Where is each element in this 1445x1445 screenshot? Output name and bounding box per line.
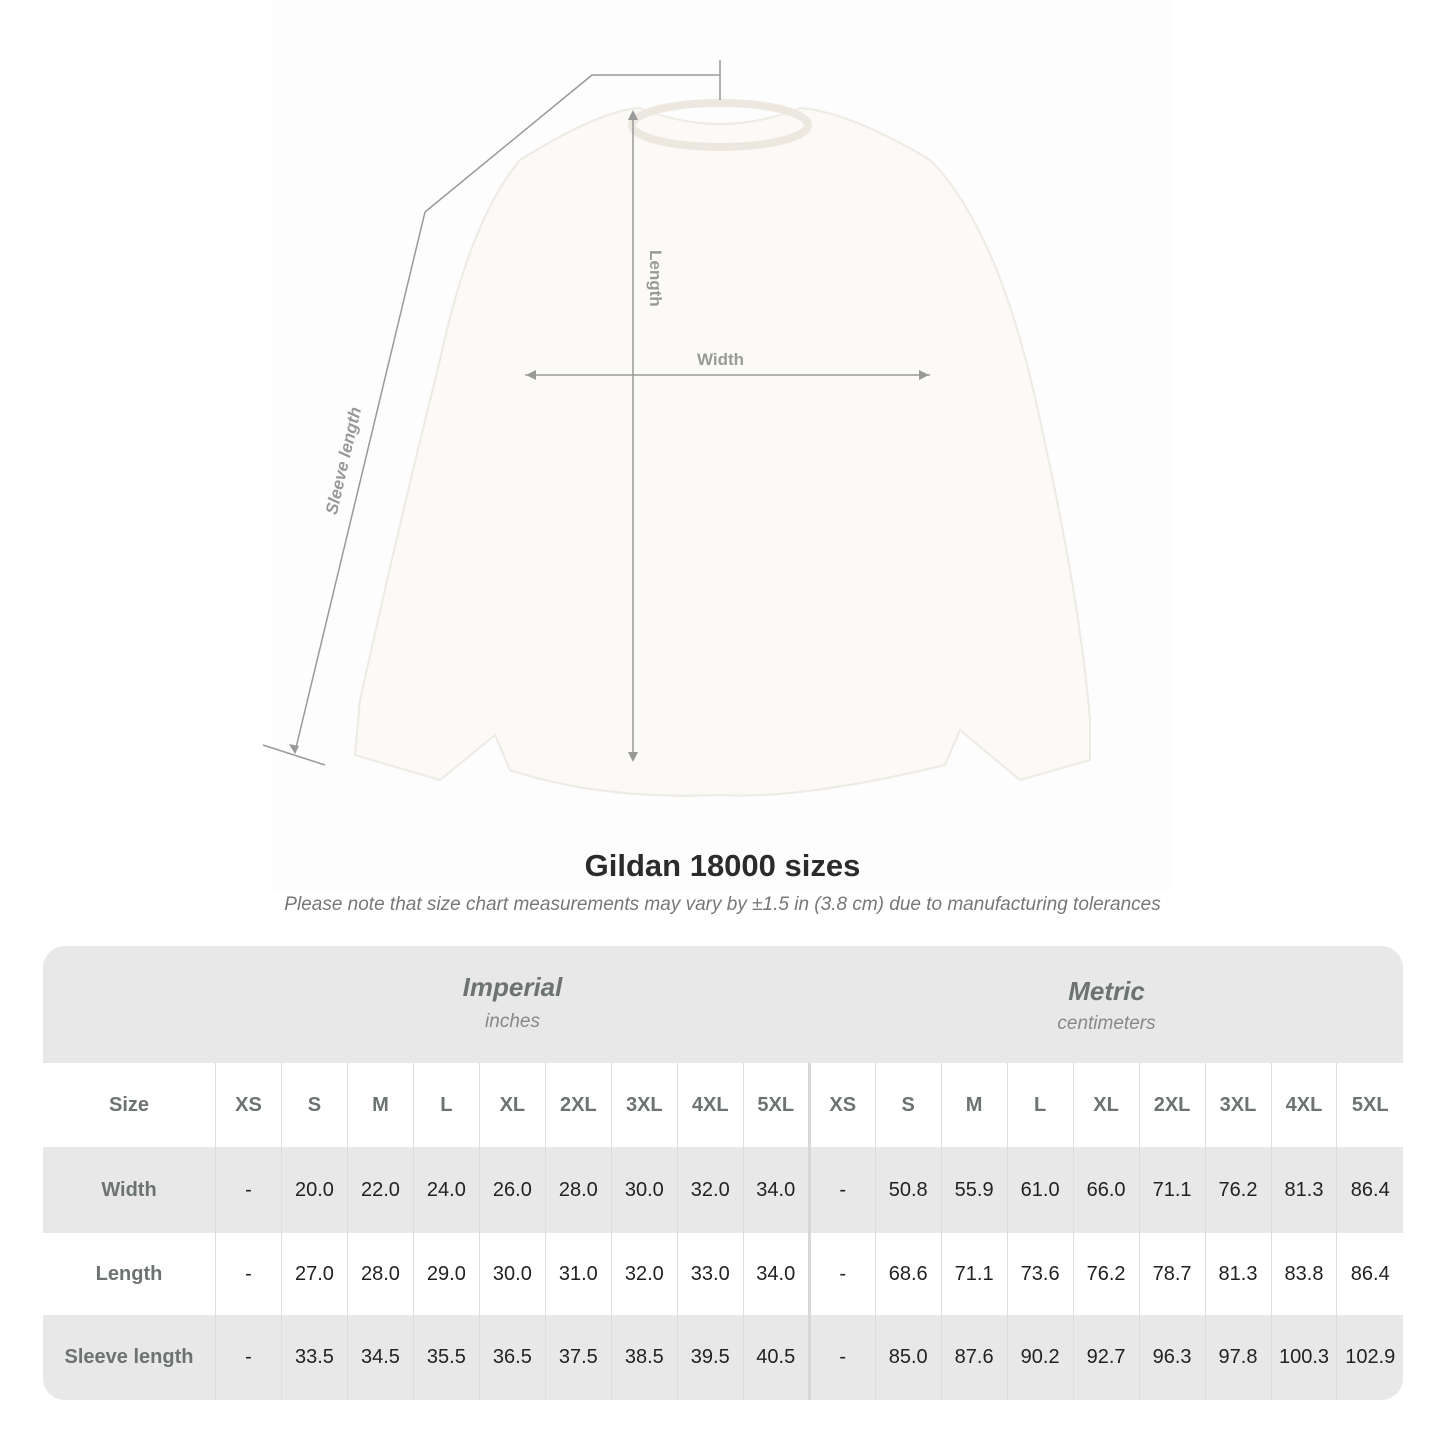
metric-value: 73.6 xyxy=(1006,1233,1074,1315)
size-header: Size xyxy=(43,1063,216,1147)
metric-value: 90.2 xyxy=(1006,1315,1074,1400)
row-label: Width xyxy=(43,1147,216,1233)
imperial-value: 33.0 xyxy=(676,1233,744,1315)
metric-size-l: L xyxy=(1006,1063,1074,1147)
metric-value: 68.6 xyxy=(874,1233,942,1315)
metric-value: - xyxy=(807,1233,876,1315)
metric-unit: centimeters xyxy=(1057,1013,1156,1034)
row-label: Sleeve length xyxy=(43,1315,216,1400)
metric-value: 76.2 xyxy=(1204,1147,1271,1233)
imperial-value: 32.0 xyxy=(610,1233,678,1315)
imperial-value: 33.5 xyxy=(280,1315,348,1400)
imperial-value: 22.0 xyxy=(346,1147,414,1233)
imperial-size-xs: XS xyxy=(215,1063,282,1147)
metric-value: 71.1 xyxy=(940,1233,1008,1315)
sweatshirt-illustration xyxy=(353,106,1091,797)
metric-size-2xl: 2XL xyxy=(1138,1063,1206,1147)
collar xyxy=(628,99,812,151)
imperial-value: - xyxy=(215,1315,282,1400)
measurement-lines xyxy=(262,60,930,766)
metric-value: 97.8 xyxy=(1204,1315,1271,1400)
imperial-value: 29.0 xyxy=(412,1233,480,1315)
metric-value: 61.0 xyxy=(1006,1147,1074,1233)
metric-value: 102.9 xyxy=(1336,1315,1403,1400)
page-title: Gildan 18000 sizes xyxy=(584,848,861,883)
imperial-value: 20.0 xyxy=(280,1147,348,1233)
imperial-value: 32.0 xyxy=(676,1147,744,1233)
tolerance-note: Please note that size chart measurements… xyxy=(284,894,1161,915)
metric-value: 66.0 xyxy=(1072,1147,1140,1233)
size-table: Size XS S M L XL 2XL 3XL 4XL 5XL XS S M L XL 2XL 3XL 4XL 5… xyxy=(43,1063,1403,1400)
imperial-value: 34.0 xyxy=(742,1233,810,1315)
imperial-size-s: S xyxy=(280,1063,348,1147)
table-row: Sleeve length -33.5 34.5 35.5 36.5 37.5 38.5 39… xyxy=(43,1315,1403,1400)
metric-value: 92.7 xyxy=(1072,1315,1140,1400)
imperial-value: 40.5 xyxy=(742,1315,810,1400)
metric-value: 55.9 xyxy=(940,1147,1008,1233)
metric-value: 83.8 xyxy=(1270,1233,1337,1315)
row-label: Length xyxy=(43,1233,216,1315)
metric-header: Metric centimeters xyxy=(810,946,1403,1063)
metric-value: 71.1 xyxy=(1138,1147,1206,1233)
metric-title: Metric xyxy=(1068,976,1145,1006)
metric-value: 81.3 xyxy=(1204,1233,1271,1315)
metric-size-xl: XL xyxy=(1072,1063,1140,1147)
metric-value: 78.7 xyxy=(1138,1233,1206,1315)
metric-value: 86.4 xyxy=(1336,1147,1403,1233)
table-row: Width -20.0 22.0 24.0 26.0 28.0 30.0 32.0 34.0-5… xyxy=(43,1147,1403,1233)
size-header-row: Size XS S M L XL 2XL 3XL 4XL 5XL XS S M L XL 2XL 3XL 4XL 5… xyxy=(43,1063,1403,1147)
metric-value: 85.0 xyxy=(874,1315,942,1400)
metric-value: 50.8 xyxy=(874,1147,942,1233)
imperial-value: 30.0 xyxy=(478,1233,546,1315)
metric-value: 76.2 xyxy=(1072,1233,1140,1315)
imperial-value: 36.5 xyxy=(478,1315,546,1400)
imperial-title: Imperial xyxy=(462,972,563,1002)
imperial-header: Imperial inches xyxy=(215,946,810,1063)
imperial-size-3xl: 3XL xyxy=(610,1063,678,1147)
metric-size-xs: XS xyxy=(807,1063,876,1147)
imperial-value: - xyxy=(215,1147,282,1233)
table-row: Length -27.0 28.0 29.0 30.0 31.0 32.0 33.0 34.0-… xyxy=(43,1233,1403,1315)
imperial-value: 30.0 xyxy=(610,1147,678,1233)
metric-size-4xl: 4XL xyxy=(1270,1063,1337,1147)
imperial-size-2xl: 2XL xyxy=(544,1063,612,1147)
imperial-size-l: L xyxy=(412,1063,480,1147)
imperial-value: 39.5 xyxy=(676,1315,744,1400)
width-label: Width xyxy=(697,350,745,369)
metric-value: 100.3 xyxy=(1270,1315,1337,1400)
metric-value: 96.3 xyxy=(1138,1315,1206,1400)
metric-value: 86.4 xyxy=(1336,1233,1403,1315)
size-table-panel: Imperial inches Metric centimeters Size X… xyxy=(43,946,1403,1400)
imperial-value: 24.0 xyxy=(412,1147,480,1233)
imperial-size-m: M xyxy=(346,1063,414,1147)
metric-size-m: M xyxy=(940,1063,1008,1147)
metric-value: 87.6 xyxy=(940,1315,1008,1400)
metric-value: - xyxy=(807,1147,876,1233)
imperial-value: 27.0 xyxy=(280,1233,348,1315)
imperial-size-5xl: 5XL xyxy=(742,1063,810,1147)
imperial-value: 37.5 xyxy=(544,1315,612,1400)
length-label: Length xyxy=(646,250,665,307)
metric-value: 81.3 xyxy=(1270,1147,1337,1233)
metric-size-5xl: 5XL xyxy=(1336,1063,1403,1147)
metric-size-s: S xyxy=(874,1063,942,1147)
imperial-size-xl: XL xyxy=(478,1063,546,1147)
metric-size-3xl: 3XL xyxy=(1204,1063,1271,1147)
sweatshirt-diagram xyxy=(262,60,1091,797)
metric-value: - xyxy=(807,1315,876,1400)
imperial-value: 28.0 xyxy=(544,1147,612,1233)
imperial-value: - xyxy=(215,1233,282,1315)
imperial-value: 35.5 xyxy=(412,1315,480,1400)
imperial-value: 34.5 xyxy=(346,1315,414,1400)
imperial-size-4xl: 4XL xyxy=(676,1063,744,1147)
imperial-value: 26.0 xyxy=(478,1147,546,1233)
imperial-value: 31.0 xyxy=(544,1233,612,1315)
imperial-value: 38.5 xyxy=(610,1315,678,1400)
imperial-value: 28.0 xyxy=(346,1233,414,1315)
imperial-unit: inches xyxy=(485,1011,540,1032)
imperial-value: 34.0 xyxy=(742,1147,810,1233)
